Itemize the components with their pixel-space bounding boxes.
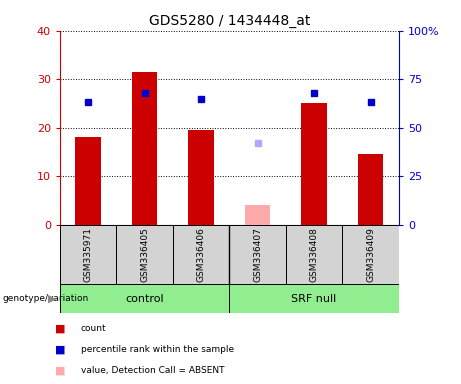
Bar xyxy=(132,72,157,225)
Bar xyxy=(189,130,214,225)
Text: GSM335971: GSM335971 xyxy=(83,227,93,282)
Bar xyxy=(342,225,399,284)
Text: ■: ■ xyxy=(55,323,66,333)
Text: GSM336405: GSM336405 xyxy=(140,227,149,282)
Title: GDS5280 / 1434448_at: GDS5280 / 1434448_at xyxy=(148,14,310,28)
Text: ■: ■ xyxy=(55,344,66,354)
Text: ■: ■ xyxy=(55,366,66,376)
Bar xyxy=(286,225,342,284)
Bar xyxy=(245,205,270,225)
Bar xyxy=(301,103,327,225)
Bar xyxy=(76,137,101,225)
Text: percentile rank within the sample: percentile rank within the sample xyxy=(81,345,234,354)
Bar xyxy=(60,284,229,313)
Text: GSM336407: GSM336407 xyxy=(253,227,262,282)
Bar xyxy=(229,284,399,313)
Bar xyxy=(116,225,173,284)
Text: ▶: ▶ xyxy=(48,293,57,304)
Bar xyxy=(173,225,229,284)
Bar xyxy=(229,225,286,284)
Text: value, Detection Call = ABSENT: value, Detection Call = ABSENT xyxy=(81,366,224,375)
Bar xyxy=(60,225,116,284)
Text: SRF null: SRF null xyxy=(291,293,337,304)
Text: genotype/variation: genotype/variation xyxy=(2,294,89,303)
Bar xyxy=(358,154,383,225)
Text: control: control xyxy=(125,293,164,304)
Text: GSM336408: GSM336408 xyxy=(309,227,319,282)
Text: count: count xyxy=(81,324,106,333)
Text: GSM336406: GSM336406 xyxy=(196,227,206,282)
Text: GSM336409: GSM336409 xyxy=(366,227,375,282)
